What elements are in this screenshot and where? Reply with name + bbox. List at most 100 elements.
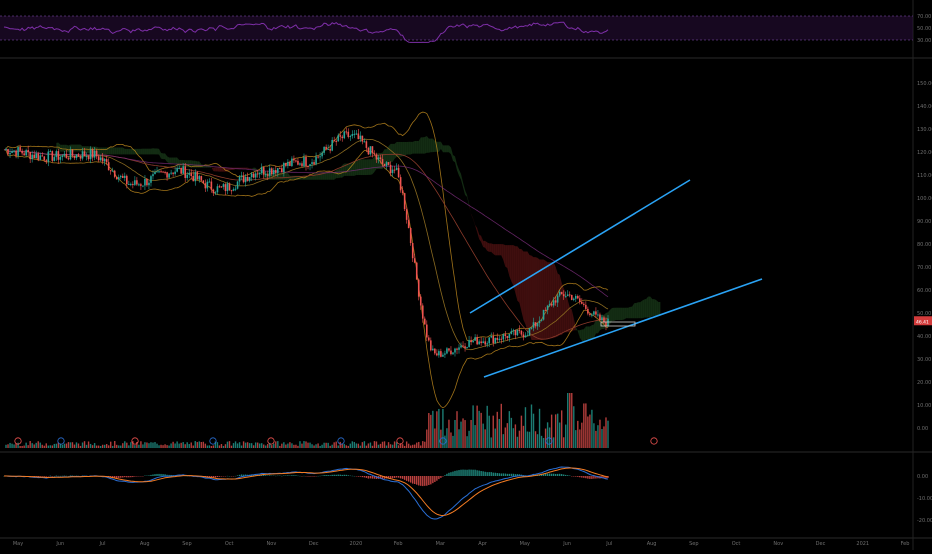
volume-bar bbox=[545, 429, 546, 448]
volume-bar bbox=[221, 444, 222, 448]
candle-body bbox=[442, 355, 444, 357]
cloud-segment bbox=[582, 329, 584, 342]
candle-body bbox=[82, 151, 84, 158]
macd-histogram-bar bbox=[591, 476, 592, 479]
candle-body bbox=[551, 304, 553, 306]
volume-bar bbox=[209, 445, 210, 448]
volume-bar bbox=[601, 429, 602, 448]
macd-histogram-bar bbox=[589, 476, 590, 479]
candle-body bbox=[517, 330, 519, 335]
candle-body bbox=[271, 168, 273, 174]
macd-histogram-bar bbox=[217, 476, 218, 477]
macd-histogram-bar bbox=[215, 476, 216, 477]
cloud-segment bbox=[433, 139, 435, 153]
volume-bar bbox=[497, 412, 498, 448]
macd-histogram-bar bbox=[438, 476, 439, 479]
volume-bar bbox=[197, 442, 198, 448]
candle-body bbox=[122, 176, 124, 178]
volume-bar bbox=[432, 411, 433, 448]
volume-bar bbox=[140, 441, 141, 448]
candle-body bbox=[39, 155, 41, 159]
macd-histogram-bar bbox=[344, 475, 345, 476]
volume-bar bbox=[563, 437, 564, 448]
cloud-segment bbox=[372, 157, 374, 175]
macd-histogram-bar bbox=[293, 475, 294, 476]
macd-histogram-bar bbox=[515, 474, 516, 476]
volume-bar bbox=[253, 445, 254, 448]
volume-bar bbox=[160, 445, 161, 448]
candle-body bbox=[589, 314, 591, 315]
volume-bar bbox=[96, 446, 97, 448]
volume-bar bbox=[170, 443, 171, 448]
volume-bar bbox=[346, 445, 347, 448]
volume-bar bbox=[156, 444, 157, 448]
candle-body bbox=[601, 317, 603, 320]
volume-bar bbox=[511, 418, 512, 448]
candle-body bbox=[50, 151, 52, 152]
volume-bar bbox=[410, 445, 411, 448]
cloud-segment bbox=[286, 173, 288, 180]
volume-bar bbox=[98, 446, 99, 448]
candle-body bbox=[541, 320, 543, 321]
candle-body bbox=[462, 345, 464, 346]
candle-body bbox=[573, 299, 575, 300]
volume-bar bbox=[317, 443, 318, 448]
candle-body bbox=[313, 162, 315, 164]
macd-histogram-bar bbox=[505, 474, 506, 476]
candle-body bbox=[235, 189, 237, 190]
macd-histogram-bar bbox=[509, 474, 510, 476]
time-axis-label: Dec bbox=[309, 541, 319, 547]
candle-body bbox=[80, 157, 82, 159]
volume-bar bbox=[207, 446, 208, 448]
cloud-segment bbox=[612, 308, 614, 321]
volume-bar bbox=[213, 445, 214, 448]
cloud-segment bbox=[417, 141, 419, 154]
volume-bar bbox=[237, 443, 238, 448]
candle-body bbox=[470, 340, 472, 342]
volume-bar bbox=[464, 420, 465, 448]
candle-body bbox=[319, 156, 321, 157]
volume-bar bbox=[176, 441, 177, 448]
candle-body bbox=[194, 172, 196, 181]
volume-bar bbox=[466, 436, 467, 448]
macd-histogram-bar bbox=[412, 476, 413, 484]
volume-bar bbox=[124, 441, 125, 448]
volume-bar bbox=[515, 424, 516, 448]
volume-bar bbox=[468, 431, 469, 448]
candle-body bbox=[60, 157, 62, 160]
cloud-segment bbox=[76, 145, 78, 152]
cloud-segment bbox=[276, 173, 278, 180]
cloud-segment bbox=[356, 160, 358, 175]
macd-histogram-bar bbox=[436, 476, 437, 481]
cloud-segment bbox=[596, 320, 598, 334]
volume-bar bbox=[299, 441, 300, 448]
macd-histogram-bar bbox=[134, 476, 135, 477]
volume-bar bbox=[241, 446, 242, 448]
volume-bar bbox=[537, 434, 538, 448]
volume-bar bbox=[27, 445, 28, 448]
macd-histogram-bar bbox=[295, 475, 296, 476]
cloud-segment bbox=[525, 251, 527, 330]
volume-bar bbox=[484, 429, 485, 448]
volume-bar bbox=[74, 445, 75, 448]
candle-body bbox=[511, 331, 513, 334]
candle-body bbox=[374, 153, 376, 154]
volume-bar bbox=[118, 445, 119, 448]
volume-bar bbox=[505, 427, 506, 448]
volume-bar bbox=[201, 442, 202, 448]
candle-body bbox=[241, 175, 243, 176]
time-axis-label: Sep bbox=[182, 541, 191, 547]
candle-body bbox=[134, 180, 136, 185]
macd-histogram-bar bbox=[323, 475, 324, 476]
volume-bar bbox=[442, 409, 443, 448]
candle-body bbox=[599, 314, 601, 320]
candle-body bbox=[402, 190, 404, 193]
volume-bar bbox=[323, 443, 324, 448]
candle-body bbox=[571, 295, 573, 300]
volume-bar bbox=[42, 445, 43, 448]
macd-histogram-bar bbox=[567, 475, 568, 476]
macd-histogram-bar bbox=[428, 476, 429, 485]
macd-histogram-bar bbox=[329, 475, 330, 476]
